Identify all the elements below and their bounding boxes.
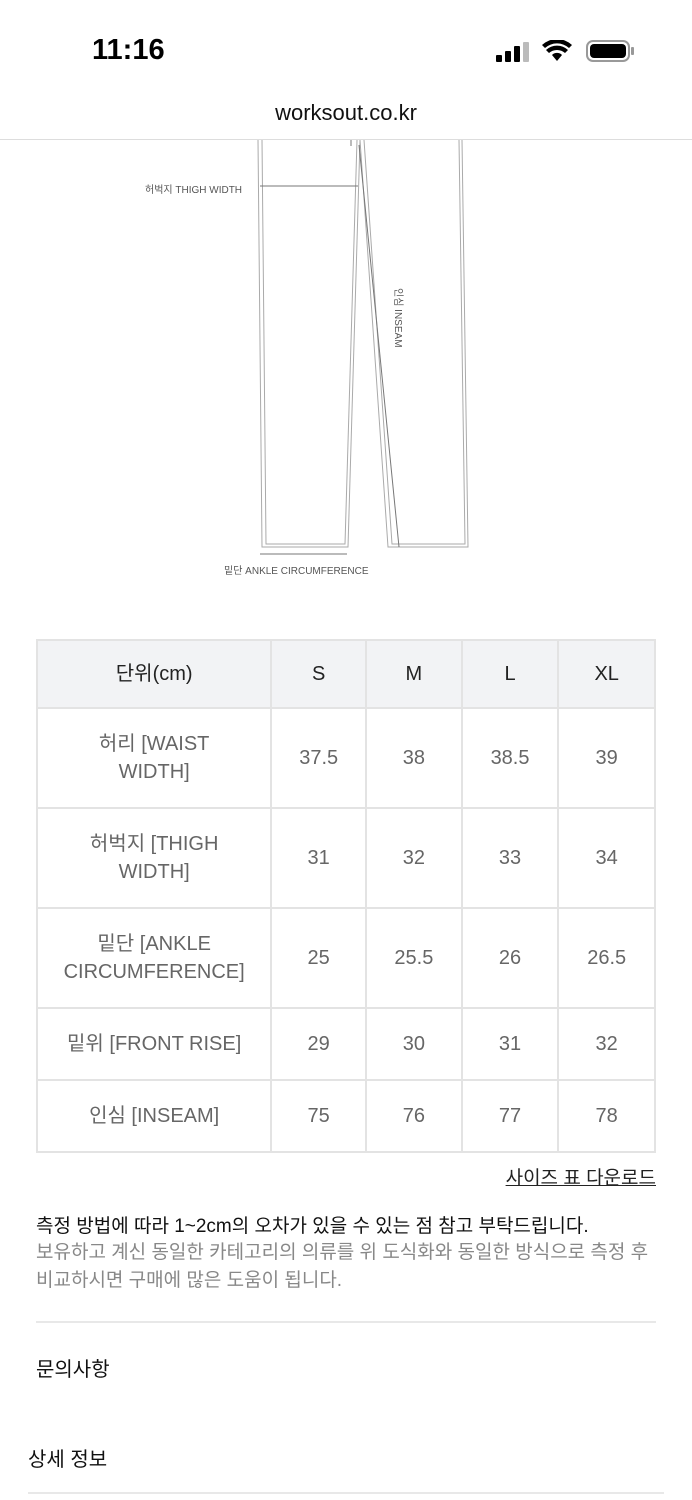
- divider: [0, 139, 692, 140]
- cell: 38.5: [460, 707, 560, 809]
- cell: 26: [460, 907, 560, 1009]
- cell: 77: [460, 1079, 560, 1153]
- divider: [36, 1321, 656, 1323]
- pants-outline: [257, 140, 469, 555]
- cell: 25: [270, 907, 368, 1009]
- wifi-icon: [542, 40, 572, 61]
- thigh-width-label: 허벅지 THIGH WIDTH: [145, 185, 243, 196]
- cell: 75: [270, 1079, 368, 1153]
- details-section[interactable]: 상세 정보: [28, 1449, 108, 1471]
- cell: 26.5: [557, 907, 656, 1009]
- row-label: 허벅지 [THIGH WIDTH]: [35, 807, 273, 909]
- cell: 38: [365, 707, 463, 809]
- cell: 34: [557, 807, 656, 909]
- cell: 37.5: [270, 707, 368, 809]
- signal-icon: [496, 42, 529, 62]
- size-table: 단위(cm) S M L XL 허리 [WAIST WIDTH] 37.5 38 38…: [35, 639, 656, 1153]
- inseam-label: 인심 INSEAM: [392, 288, 403, 348]
- measurement-tip: 보유하고 계신 동일한 카테고리의 의류를 위 도식화와 동일한 방식으로 측정…: [36, 1242, 649, 1291]
- cell: 25.5: [365, 907, 463, 1009]
- table-row: 허벅지 [THIGH WIDTH] 31 32 33 34: [35, 807, 656, 909]
- row-label: 밑단 [ANKLE CIRCUMFERENCE]: [35, 907, 273, 1009]
- table-row: 허리 [WAIST WIDTH] 37.5 38 38.5 39: [35, 707, 656, 809]
- row-label: 밑위 [FRONT RISE]: [35, 1007, 273, 1081]
- cell: 32: [365, 807, 463, 909]
- header-unit: 단위(cm): [35, 639, 273, 709]
- battery-icon: [586, 40, 634, 62]
- table-row: 인심 [INSEAM] 75 76 77 78: [35, 1079, 656, 1153]
- table-row: 밑단 [ANKLE CIRCUMFERENCE] 25 25.5 26 26.5: [35, 907, 656, 1009]
- measurement-note: 측정 방법에 따라 1~2cm의 오차가 있을 수 있는 점 참고 부탁드립니다…: [36, 1216, 589, 1237]
- cell: 78: [557, 1079, 656, 1153]
- ankle-label: 밑단 ANKLE CIRCUMFERENCE: [224, 566, 369, 577]
- cell: 76: [365, 1079, 463, 1153]
- cell: 31: [270, 807, 368, 909]
- row-label: 인심 [INSEAM]: [35, 1079, 273, 1153]
- size-table-wrapper[interactable]: 단위(cm) S M L XL 허리 [WAIST WIDTH] 37.5 38 38…: [0, 630, 656, 1160]
- divider: [28, 1492, 664, 1494]
- cell: 31: [460, 1007, 560, 1081]
- cell: 39: [557, 707, 656, 809]
- cell: 33: [460, 807, 560, 909]
- header-xl: XL: [557, 639, 656, 709]
- size-chart-download-link[interactable]: 사이즈 표 다운로드: [505, 1168, 656, 1189]
- table-row: 밑위 [FRONT RISE] 29 30 31 32: [35, 1007, 656, 1081]
- cell: 32: [557, 1007, 656, 1081]
- header-s: S: [270, 639, 368, 709]
- url-bar[interactable]: worksout.co.kr: [275, 100, 417, 125]
- header-m: M: [365, 639, 463, 709]
- status-bar: 11:16: [0, 0, 692, 90]
- header-l: L: [460, 639, 560, 709]
- table-header-row: 단위(cm) S M L XL: [35, 639, 656, 709]
- inquiry-section[interactable]: 문의사항: [36, 1359, 110, 1381]
- cell: 30: [365, 1007, 463, 1081]
- clock: 11:16: [92, 34, 165, 66]
- cell: 29: [270, 1007, 368, 1081]
- row-label: 허리 [WAIST WIDTH]: [35, 707, 273, 809]
